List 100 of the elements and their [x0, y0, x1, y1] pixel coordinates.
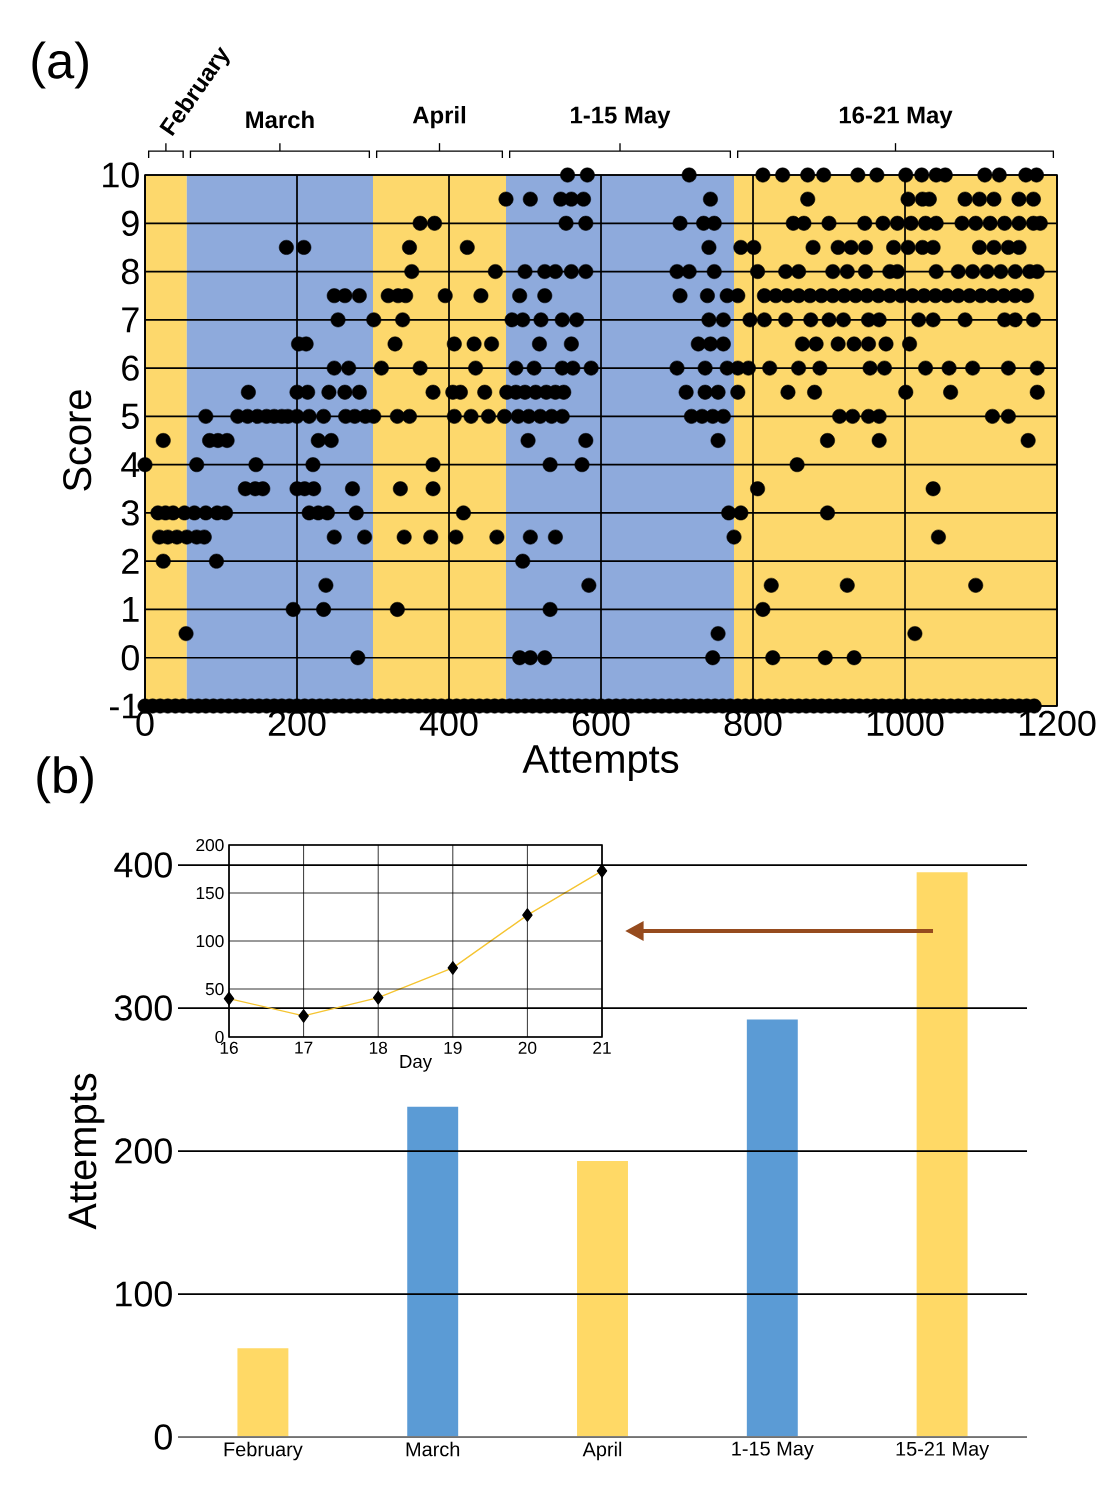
- point: [300, 384, 316, 400]
- point: [554, 312, 570, 328]
- x-tick-label: 19: [444, 1041, 462, 1054]
- point: [928, 264, 944, 279]
- bar: [237, 1348, 289, 1438]
- x-tick-label: 16: [220, 1041, 238, 1054]
- point: [755, 602, 771, 617]
- point: [395, 312, 411, 328]
- point: [1026, 312, 1041, 328]
- point: [839, 264, 855, 279]
- point: [857, 215, 873, 231]
- bar: [407, 1106, 459, 1438]
- point: [800, 167, 816, 183]
- point: [412, 360, 428, 376]
- point: [820, 433, 835, 448]
- point: [178, 626, 194, 642]
- point: [914, 167, 930, 183]
- point: [972, 239, 987, 255]
- point: [581, 577, 597, 593]
- y-tick-label: 100: [116, 1281, 172, 1307]
- band-label: April: [412, 105, 466, 129]
- point: [301, 408, 317, 424]
- point: [318, 577, 334, 593]
- point: [1011, 239, 1027, 255]
- point: [520, 433, 536, 448]
- point: [839, 577, 855, 593]
- point: [903, 215, 919, 231]
- point: [755, 167, 771, 183]
- point: [425, 384, 441, 400]
- point: [560, 167, 576, 183]
- y-tick-label: 150: [196, 886, 224, 900]
- point: [845, 408, 861, 424]
- point: [554, 408, 570, 424]
- point: [710, 626, 726, 642]
- point: [733, 505, 749, 521]
- point: [979, 264, 995, 279]
- point: [968, 215, 984, 231]
- point: [1026, 191, 1041, 207]
- point: [533, 312, 549, 328]
- point: [565, 360, 581, 376]
- point: [425, 457, 441, 473]
- point: [816, 167, 832, 183]
- point: [697, 360, 713, 376]
- point: [392, 481, 408, 497]
- point: [812, 360, 828, 376]
- point: [512, 288, 528, 304]
- point: [791, 264, 807, 279]
- point: [285, 602, 301, 617]
- point: [489, 529, 505, 545]
- point: [348, 505, 364, 521]
- y-tick-label: 200: [196, 838, 224, 852]
- point: [323, 433, 339, 448]
- point: [875, 215, 891, 231]
- point: [672, 215, 688, 231]
- text: (a): [32, 41, 88, 89]
- point: [402, 239, 417, 255]
- point: [669, 264, 685, 279]
- point: [846, 650, 862, 666]
- point: [515, 312, 531, 328]
- point: [918, 360, 933, 376]
- point: [836, 312, 851, 328]
- point: [473, 288, 489, 304]
- y-tick-label: 0: [215, 1030, 224, 1044]
- point: [741, 360, 756, 376]
- point: [954, 215, 970, 231]
- point: [703, 191, 718, 207]
- point: [925, 239, 941, 255]
- point: [928, 215, 944, 231]
- point: [155, 553, 171, 569]
- point: [341, 360, 357, 376]
- point: [296, 239, 312, 255]
- point: [821, 215, 837, 231]
- x-tick-label: 18: [369, 1041, 388, 1054]
- point: [1020, 433, 1036, 448]
- point: [805, 239, 821, 255]
- point: [791, 360, 807, 376]
- point: [345, 481, 360, 497]
- point: [715, 312, 731, 328]
- point: [972, 191, 987, 207]
- band-label: March: [246, 110, 314, 129]
- point: [941, 360, 957, 376]
- point: [337, 384, 353, 400]
- point: [701, 239, 717, 255]
- point: [437, 288, 453, 304]
- point: [1011, 191, 1027, 207]
- point: [775, 167, 791, 183]
- point: [925, 481, 941, 497]
- point: [986, 239, 1002, 255]
- point: [705, 650, 721, 666]
- point: [459, 239, 475, 255]
- point: [886, 239, 902, 255]
- point: [871, 433, 887, 448]
- point: [858, 239, 873, 255]
- point: [726, 529, 742, 545]
- point: [869, 167, 885, 183]
- x-tick-label: 1-15 May: [732, 1441, 814, 1460]
- point: [861, 336, 876, 352]
- point: [484, 336, 500, 352]
- point: [817, 650, 833, 666]
- text: (b): [37, 756, 93, 804]
